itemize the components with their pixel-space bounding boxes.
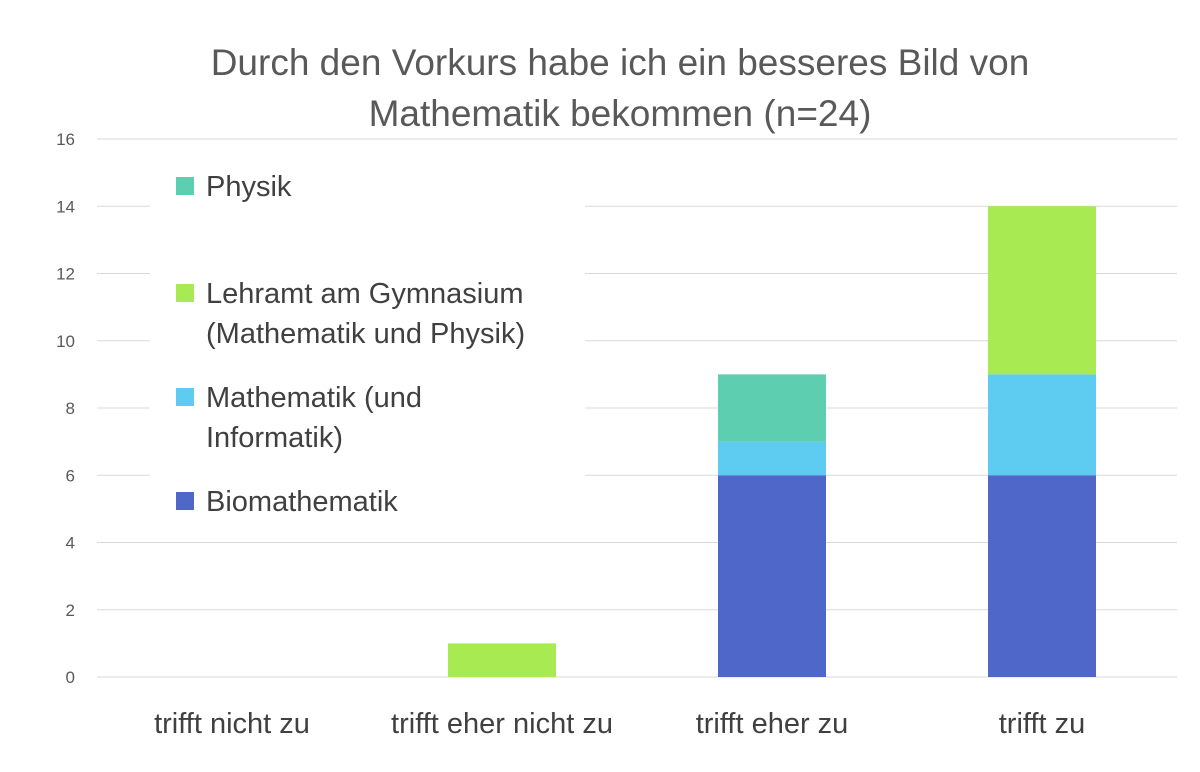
y-tick-label: 12 xyxy=(56,265,75,284)
bar-segment xyxy=(718,475,826,677)
chart-title-line-2: Mathematik bekommen (n=24) xyxy=(369,93,872,134)
legend-label: Biomathematik xyxy=(206,486,398,518)
x-category-label: trifft nicht zu xyxy=(154,708,310,740)
bar-segment xyxy=(988,206,1096,375)
legend-label: Informatik) xyxy=(206,422,343,454)
bar-series xyxy=(448,206,1096,677)
y-tick-label: 14 xyxy=(56,197,75,216)
legend-swatch xyxy=(176,492,194,510)
y-tick-label: 2 xyxy=(66,601,75,620)
y-axis-tick-labels: 0 2 4 6 8 10 12 14 16 xyxy=(56,130,75,687)
y-tick-label: 16 xyxy=(56,130,75,149)
legend: Physik Lehramt am Gymnasium (Mathematik un… xyxy=(150,160,585,525)
legend-swatch xyxy=(176,388,194,406)
bar-segment xyxy=(988,475,1096,677)
y-tick-label: 0 xyxy=(66,668,75,687)
y-tick-label: 8 xyxy=(66,399,75,418)
x-category-label: trifft eher nicht zu xyxy=(391,708,613,740)
y-tick-label: 10 xyxy=(56,332,75,351)
legend-label: Physik xyxy=(206,171,292,203)
bar-segment xyxy=(718,374,826,442)
x-axis-category-labels: trifft nicht zu trifft eher nicht zu triff… xyxy=(154,708,1085,740)
chart-title-line-1: Durch den Vorkurs habe ich ein besseres … xyxy=(211,42,1030,83)
x-category-label: trifft eher zu xyxy=(696,708,849,740)
legend-label: Mathematik (und xyxy=(206,382,422,414)
legend-label: Lehramt am Gymnasium xyxy=(206,278,524,310)
y-tick-label: 4 xyxy=(66,534,75,553)
legend-label: (Mathematik und Physik) xyxy=(206,318,525,350)
legend-swatch xyxy=(176,284,194,302)
bar-segment xyxy=(988,374,1096,476)
legend-background xyxy=(150,160,585,525)
x-category-label: trifft zu xyxy=(999,708,1086,740)
bar-segment xyxy=(448,643,556,677)
legend-swatch xyxy=(176,177,194,195)
bar-segment xyxy=(718,441,826,476)
y-tick-label: 6 xyxy=(66,466,75,485)
